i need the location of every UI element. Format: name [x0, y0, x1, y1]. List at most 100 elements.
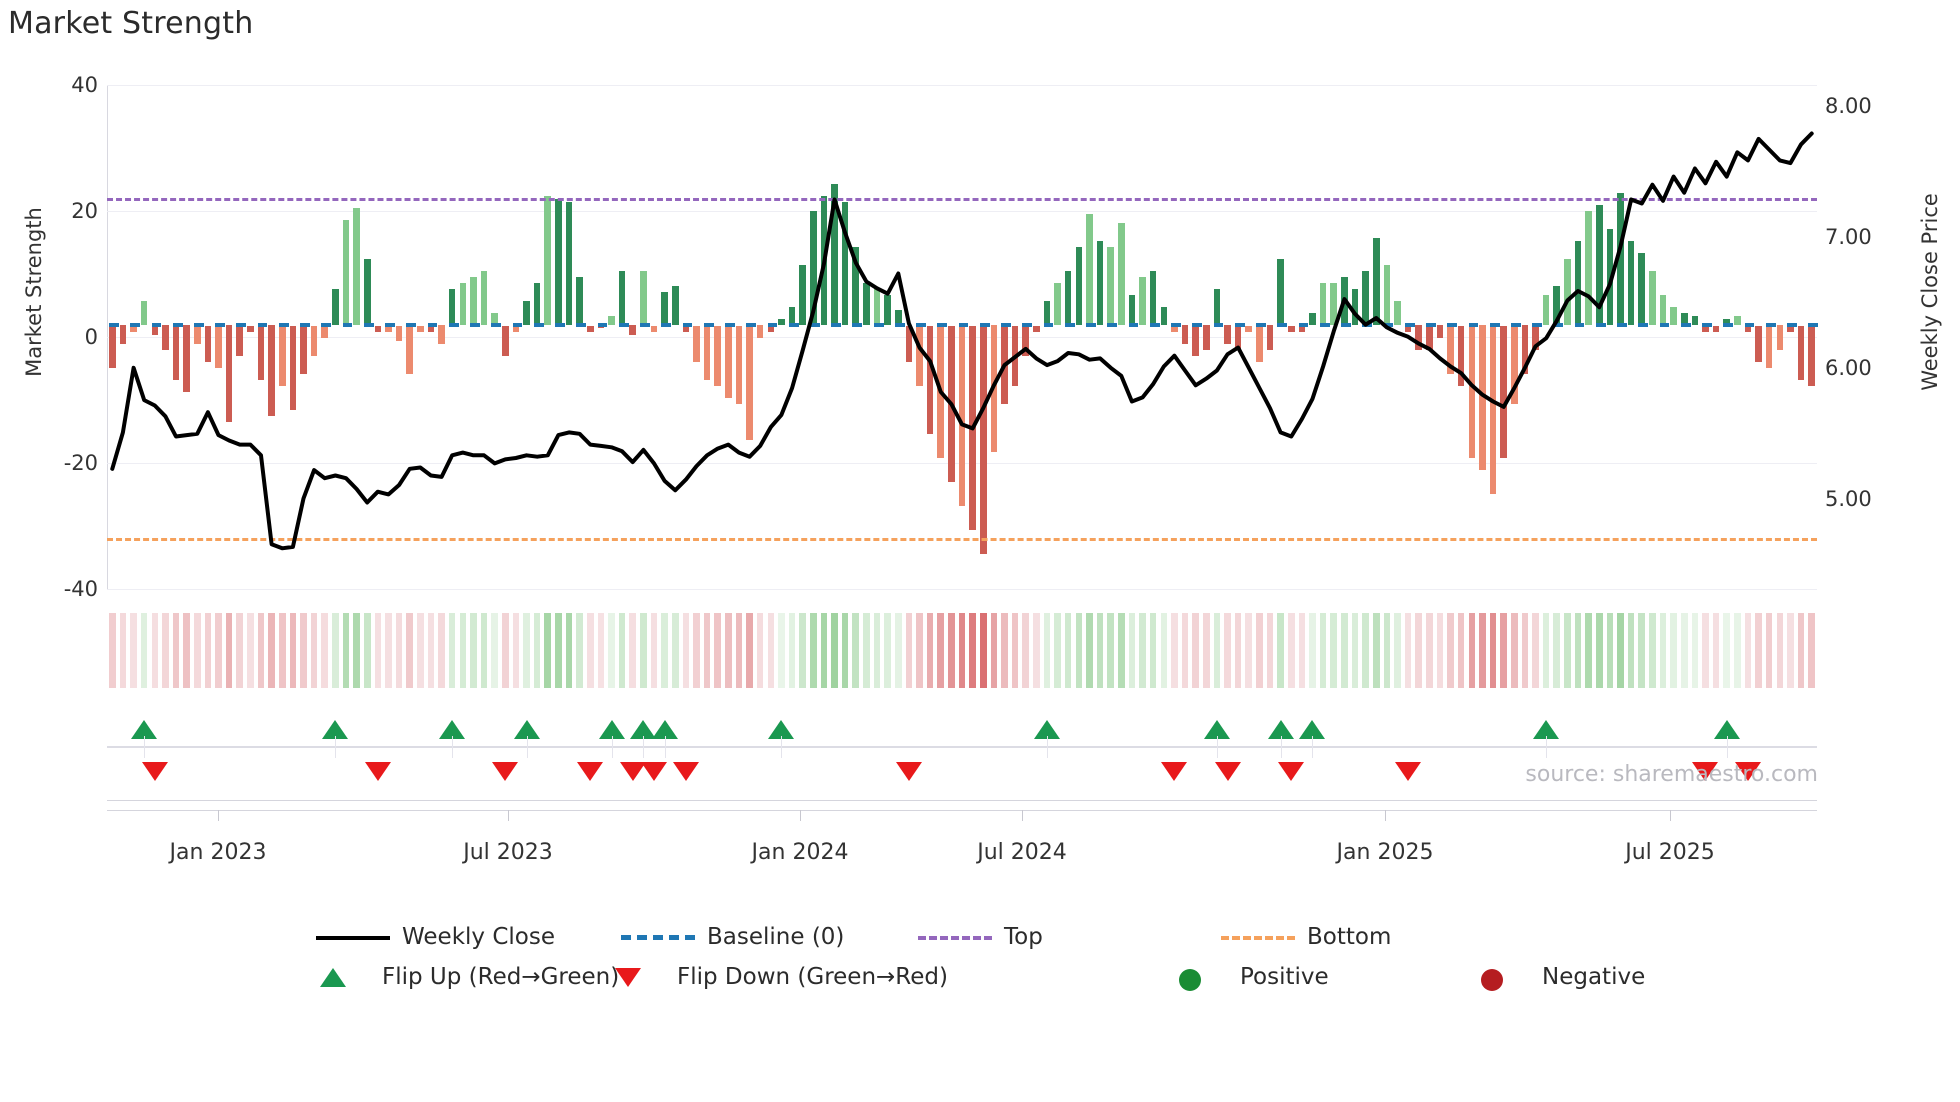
baseline-dash-116: [1341, 323, 1351, 328]
bar-week-9: [204, 325, 212, 362]
legend-item-flip-down[interactable]: Flip Down (Green→Red): [585, 960, 948, 994]
bar-week-19: [310, 325, 318, 356]
baseline-dash-138: [1574, 323, 1585, 328]
heatmap-cell-17: [289, 613, 297, 688]
bar-week-63: [778, 319, 785, 326]
legend-item-bottom[interactable]: Bottom: [1215, 920, 1391, 954]
baseline-dash-36: [491, 323, 502, 328]
heatmap-cell-9: [204, 613, 212, 688]
baseline-dash-38: [512, 323, 523, 328]
heatmap-cell-49: [629, 613, 637, 688]
flip-down-marker: [640, 762, 667, 781]
baseline-dash-62: [767, 323, 778, 328]
bar-week-45: [586, 325, 594, 332]
x-tick-label-1: Jul 2023: [463, 840, 553, 865]
flip-down-marker: [895, 762, 922, 781]
flip-up-marker: [1299, 720, 1326, 739]
bar-week-102: [1192, 325, 1199, 356]
bar-week-14: [257, 325, 265, 380]
baseline-dash-58: [725, 323, 735, 328]
bar-week-159: [1797, 325, 1805, 380]
bar-week-48: [618, 271, 626, 326]
bar-week-151: [1712, 325, 1720, 332]
heatmap-cell-22: [342, 613, 350, 688]
flip-up-marker: [598, 720, 625, 739]
bar-week-93: [1096, 241, 1104, 326]
flip-down-marker: [364, 762, 391, 781]
legend-item-top[interactable]: Top: [912, 920, 1043, 954]
bar-week-94: [1107, 247, 1114, 326]
y-tick-left-1: 20: [71, 199, 98, 223]
top-dashed-icon: [912, 920, 998, 954]
bar-week-129: [1479, 325, 1486, 470]
markers-axis-line: [107, 746, 1817, 748]
heatmap-cell-82: [979, 613, 987, 688]
bar-week-131: [1500, 325, 1507, 458]
heatmap-cell-123: [1415, 613, 1422, 688]
bar-week-72: [873, 289, 881, 326]
heatmap-cell-35: [480, 613, 488, 688]
heatmap-cell-88: [1043, 613, 1051, 688]
heatmap-cell-5: [162, 613, 169, 688]
marker-tick: [643, 736, 645, 758]
flip-markers-panel: [107, 700, 1817, 790]
heatmap-cell-131: [1500, 613, 1507, 688]
bar-week-21: [332, 289, 339, 326]
x-tick-label-0: Jan 2023: [169, 840, 267, 865]
marker-tick: [611, 736, 613, 758]
baseline-dash-2: [130, 323, 141, 328]
bar-week-65: [799, 265, 806, 326]
flip-up-marker: [768, 720, 795, 739]
heatmap-cell-111: [1287, 613, 1295, 688]
gridline-neg40: [107, 589, 1817, 590]
bar-week-34: [470, 277, 477, 326]
heatmap-cell-20: [321, 613, 329, 688]
baseline-dash-54: [682, 323, 693, 328]
x-tick-mark-4: [1385, 810, 1386, 821]
heatmap-cell-83: [990, 613, 998, 688]
bar-week-44: [576, 277, 583, 326]
heatmap-cell-85: [1011, 613, 1019, 688]
bar-week-40: [533, 283, 541, 326]
heatmap-cell-81: [969, 613, 976, 688]
bar-week-33: [459, 283, 467, 326]
baseline-dash-120: [1383, 323, 1394, 328]
bar-week-41: [544, 196, 552, 326]
bar-week-8: [193, 325, 201, 344]
bar-week-116: [1341, 277, 1348, 326]
heatmap-cell-144: [1638, 613, 1646, 688]
bar-week-106: [1234, 325, 1242, 350]
bar-week-11: [225, 325, 233, 422]
baseline-dash-158: [1787, 323, 1797, 328]
y-tick-right-2: 6.00: [1825, 356, 1872, 380]
bar-week-15: [268, 325, 275, 416]
heatmap-cell-145: [1649, 613, 1656, 688]
baseline-dash-88: [1043, 323, 1054, 328]
heatmap-cell-33: [459, 613, 467, 688]
legend-item-weekly-close[interactable]: Weekly Close: [310, 920, 555, 954]
legend-item-flip-up[interactable]: Flip Up (Red→Green): [290, 960, 619, 994]
heatmap-cell-19: [310, 613, 318, 688]
baseline-dash-78: [937, 323, 948, 328]
bar-week-23: [353, 208, 360, 326]
baseline-dash-56: [703, 323, 714, 328]
heatmap-cell-153: [1734, 613, 1741, 688]
bar-week-128: [1468, 325, 1476, 458]
heatmap-cell-117: [1351, 613, 1359, 688]
bar-week-27: [395, 325, 403, 341]
bar-week-12: [236, 325, 244, 356]
legend-item-negative[interactable]: Negative: [1450, 960, 1645, 994]
heatmap-cell-26: [385, 613, 392, 688]
bar-week-132: [1511, 325, 1518, 404]
baseline-dash-154: [1744, 323, 1755, 328]
heatmap-cell-133: [1521, 613, 1529, 688]
bar-week-155: [1755, 325, 1762, 362]
legend-item-positive[interactable]: Positive: [1148, 960, 1329, 994]
bar-week-153: [1734, 316, 1741, 326]
heatmap-cell-14: [257, 613, 265, 688]
flip-up-marker: [131, 720, 158, 739]
baseline-dash-18: [300, 323, 310, 328]
heatmap-cell-12: [236, 613, 244, 688]
bar-week-53: [671, 286, 679, 326]
legend-item-baseline[interactable]: Baseline (0): [615, 920, 844, 954]
